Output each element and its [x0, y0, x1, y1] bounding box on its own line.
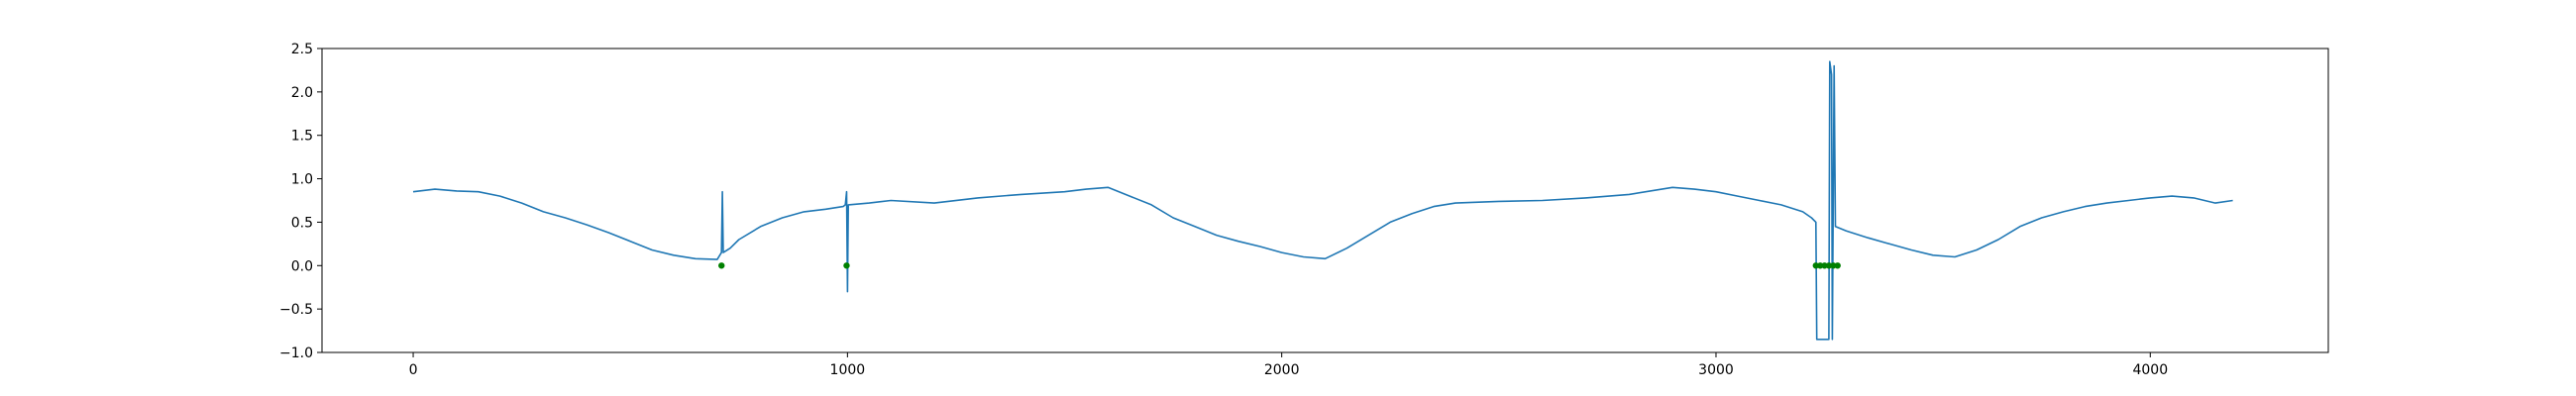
axes-frame: [321, 48, 2329, 353]
series-line: [412, 60, 2233, 341]
scatter-point: [1821, 262, 1828, 269]
scatter-point: [1816, 262, 1824, 269]
scatter-point: [1830, 262, 1837, 269]
scatter-point: [1812, 262, 1819, 269]
x-axis: 0 1000 2000 3000 4000: [409, 352, 2168, 378]
y-tick-label: 0.0: [291, 258, 313, 274]
x-tick-label: 4000: [2132, 362, 2168, 378]
scatter-point: [1834, 262, 1841, 269]
scatter-point: [1825, 262, 1833, 269]
x-tick-label: 3000: [1698, 362, 1734, 378]
y-tick-label: 2.5: [291, 42, 313, 57]
y-axis: −1.0 −0.5 0.0 0.5 1.0 1.5 2.0 2.5: [279, 42, 322, 361]
x-tick-label: 0: [409, 362, 418, 378]
y-tick-label: −1.0: [279, 346, 313, 361]
y-tick-label: 1.5: [291, 129, 313, 145]
y-tick-label: 0.5: [291, 215, 313, 231]
scatter-point: [843, 262, 850, 269]
x-tick-label: 2000: [1264, 362, 1300, 378]
y-tick-label: −0.5: [279, 302, 313, 318]
y-tick-label: 1.0: [291, 172, 313, 188]
x-tick-label: 1000: [830, 362, 866, 378]
scatter-point: [718, 262, 725, 269]
plot-area: [412, 60, 2233, 341]
y-tick-label: 2.0: [291, 85, 313, 101]
